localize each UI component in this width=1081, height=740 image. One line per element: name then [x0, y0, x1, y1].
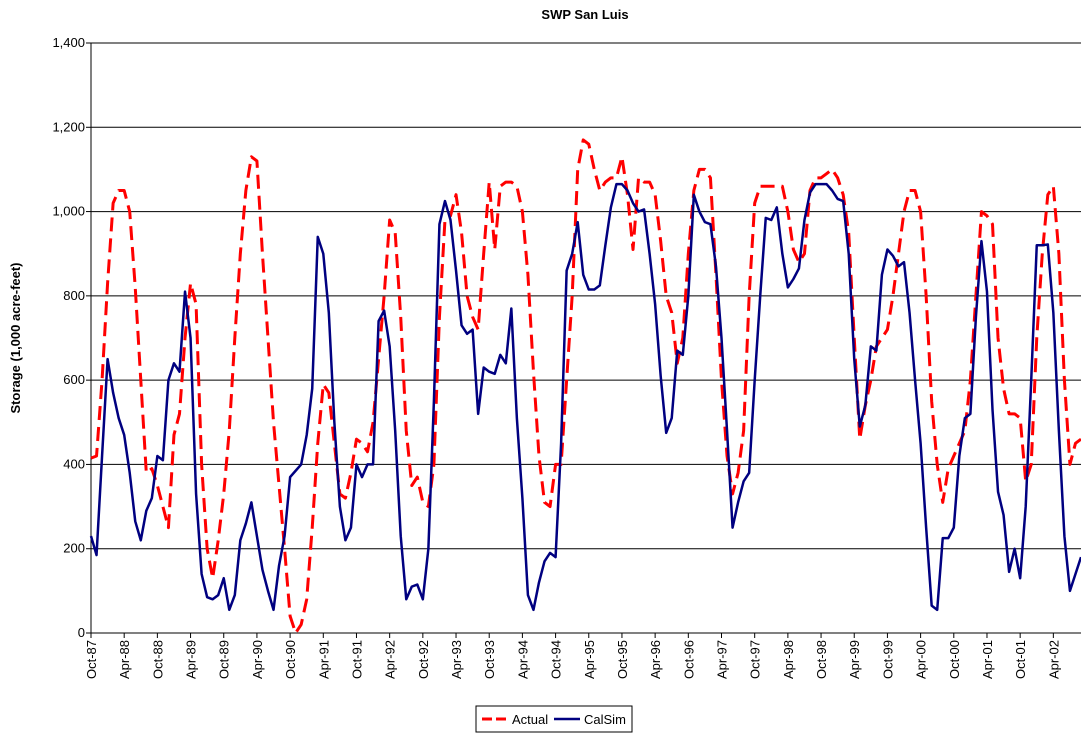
x-tick-label: Oct-87	[84, 640, 99, 679]
x-tick-label: Apr-88	[117, 640, 132, 679]
y-tick-label: 600	[63, 372, 85, 387]
x-tick-label: Oct-98	[814, 640, 829, 679]
x-tick-label: Oct-99	[880, 640, 895, 679]
x-tick-label: Apr-97	[715, 640, 730, 679]
x-tick-label: Oct-88	[150, 640, 165, 679]
legend-label: CalSim	[584, 712, 626, 727]
series-line	[89, 182, 1081, 612]
x-tick-label: Oct-94	[549, 640, 564, 679]
y-tick-label: 1,000	[52, 204, 85, 219]
x-tick-label: Oct-00	[947, 640, 962, 679]
x-tick-label: Oct-96	[681, 640, 696, 679]
x-tick-label: Apr-95	[582, 640, 597, 679]
y-tick-label: 200	[63, 541, 85, 556]
x-tick-label: Apr-92	[383, 640, 398, 679]
x-tick-label: Oct-90	[283, 640, 298, 679]
chart-title: SWP San Luis	[541, 7, 628, 22]
x-tick-label: Oct-95	[615, 640, 630, 679]
x-tick-label: Oct-92	[416, 640, 431, 679]
y-tick-label: 1,200	[52, 119, 85, 134]
x-tick-label: Oct-89	[217, 640, 232, 679]
x-tick-label: Apr-99	[847, 640, 862, 679]
x-tick-label: Oct-97	[748, 640, 763, 679]
x-tick-label: Apr-96	[648, 640, 663, 679]
y-tick-label: 800	[63, 288, 85, 303]
x-tick-label: Apr-89	[184, 640, 199, 679]
y-tick-label: 0	[78, 625, 85, 640]
x-tick-label: Apr-90	[250, 640, 265, 679]
y-tick-label: 1,400	[52, 35, 85, 50]
y-axis-label: Storage (1,000 acre-feet)	[8, 262, 23, 413]
x-tick-label: Apr-91	[316, 640, 331, 679]
series-line	[90, 138, 1081, 635]
x-tick-label: Oct-91	[349, 640, 364, 679]
x-tick-label: Oct-01	[1013, 640, 1028, 679]
x-tick-label: Apr-02	[1046, 640, 1061, 679]
x-tick-label: Apr-01	[980, 640, 995, 679]
legend-label: Actual	[512, 712, 548, 727]
x-tick-label: Oct-93	[482, 640, 497, 679]
x-tick-label: Apr-94	[515, 640, 530, 679]
y-tick-label: 400	[63, 456, 85, 471]
x-tick-label: Apr-98	[781, 640, 796, 679]
x-tick-label: Apr-00	[914, 640, 929, 679]
x-tick-label: Apr-93	[449, 640, 464, 679]
